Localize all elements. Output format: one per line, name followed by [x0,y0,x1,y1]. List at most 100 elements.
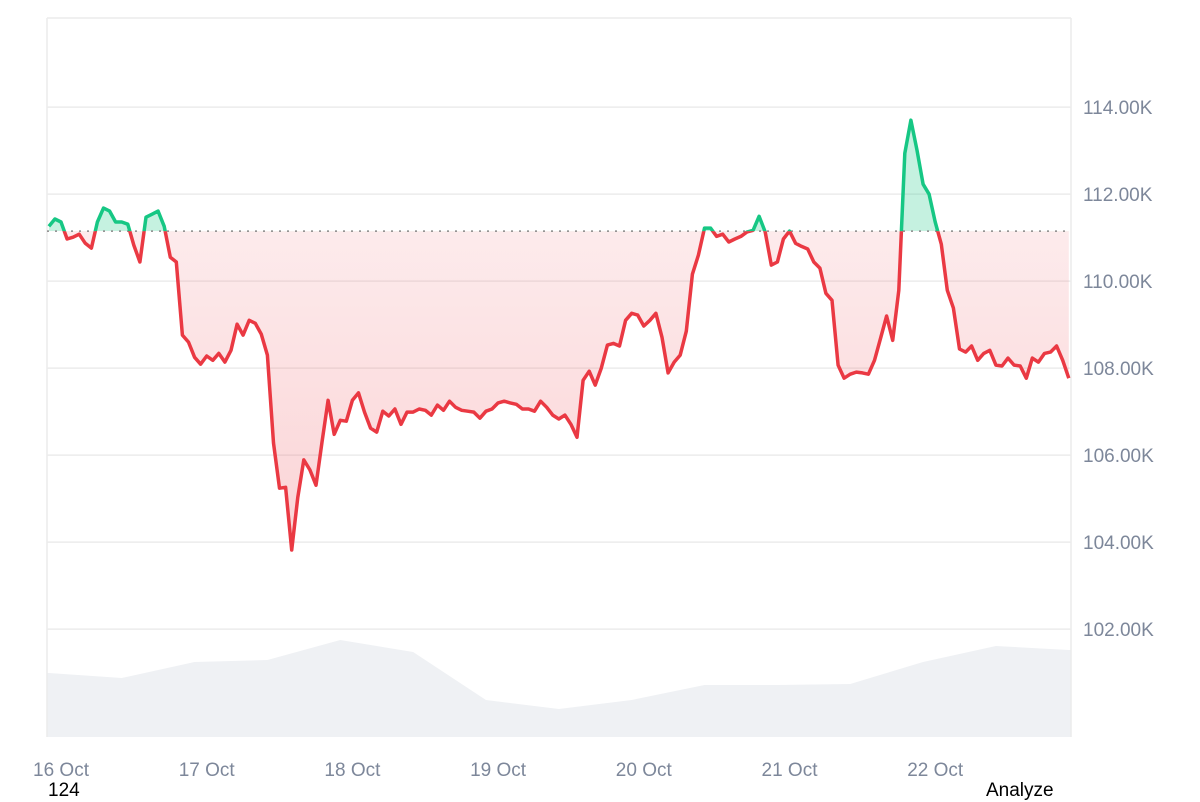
data-point [199,363,201,365]
data-point [467,410,469,412]
data-point [442,409,444,411]
data-point [1007,357,1009,359]
data-point [121,221,123,223]
data-point [503,400,505,402]
data-point [782,238,784,240]
data-point [163,225,165,227]
data-point [151,213,153,215]
data-point [879,337,881,339]
data-point [479,417,481,419]
data-point [928,193,930,195]
data-point [272,442,274,444]
data-point [910,119,912,121]
data-point [485,410,487,412]
data-point [861,372,863,374]
data-point [206,355,208,357]
data-point [989,349,991,351]
data-point [1055,345,1057,347]
data-point [230,349,232,351]
data-point [181,334,183,336]
data-point [539,400,541,402]
data-point [612,342,614,344]
data-point [934,221,936,223]
data-point [588,370,590,372]
data-point [400,423,402,425]
data-point [637,314,639,316]
y-tick-label: 102.00K [1083,620,1154,641]
data-point [977,359,979,361]
data-point [303,459,305,461]
data-point [576,436,578,438]
data-point [946,289,948,291]
analyze-link[interactable]: Analyze [986,780,1054,801]
data-point [187,341,189,343]
data-point [388,415,390,417]
data-point [224,361,226,363]
x-tick-label: 20 Oct [616,760,673,781]
data-point [145,216,147,218]
data-point [1013,364,1015,366]
data-point [831,299,833,301]
data-point [1068,377,1070,379]
data-point [983,352,985,354]
data-point [624,319,626,321]
data-point [406,411,408,413]
footer-left-text: 124 [48,780,80,801]
data-point [552,414,554,416]
price-line-below [62,231,1071,552]
data-point [133,244,135,246]
y-tick-label: 114.00K [1083,98,1153,119]
data-point [357,392,359,394]
data-point [278,487,280,489]
data-point [600,367,602,369]
data-point [746,231,748,233]
data-point [218,352,220,354]
data-point [873,359,875,361]
data-point [673,361,675,363]
data-point [351,399,353,401]
data-point [430,414,432,416]
data-point [885,315,887,317]
data-point [855,371,857,373]
data-point [970,345,972,347]
y-tick-label: 110.00K [1083,272,1153,293]
data-point [436,404,438,406]
data-point [770,264,772,266]
data-point [266,354,268,356]
data-point [728,241,730,243]
data-point [321,441,323,443]
data-point [509,402,511,404]
volume-area [47,640,1071,737]
data-point [54,218,56,220]
data-point [236,323,238,325]
data-point [260,333,262,335]
data-point [521,408,523,410]
data-point [1062,359,1064,361]
data-point [491,408,493,410]
data-point [703,227,705,229]
data-point [655,312,657,314]
data-point [527,408,529,410]
data-point [345,420,347,422]
data-point [631,312,633,314]
data-point [697,254,699,256]
data-point [127,223,129,225]
data-point [72,236,74,238]
data-point [90,247,92,249]
data-point [48,225,50,227]
x-tick-label: 19 Oct [470,760,527,781]
data-point [84,242,86,244]
data-point [473,411,475,413]
data-point [339,419,341,421]
data-point [898,289,900,291]
data-point [114,221,116,223]
data-point [867,373,869,375]
data-point [454,406,456,408]
data-point [958,348,960,350]
data-point [1043,352,1045,354]
data-point [722,233,724,235]
data-point [904,152,906,154]
data-point [369,427,371,429]
data-point [606,344,608,346]
